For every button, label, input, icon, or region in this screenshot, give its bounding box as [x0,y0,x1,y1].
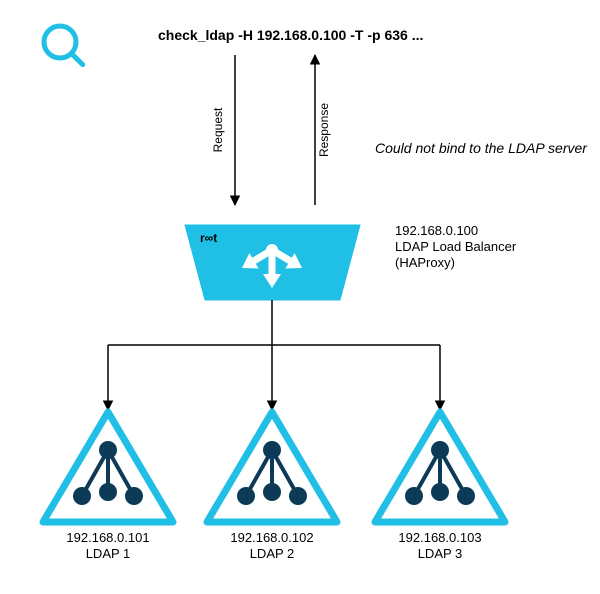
ldap-node [43,412,173,522]
ldap-ip: 192.168.0.101 [66,530,149,545]
error-text: Could not bind to the LDAP server [375,140,588,156]
ldap-name: LDAP 1 [86,546,131,561]
ldap-name: LDAP 2 [250,546,295,561]
ldap-node [375,412,505,522]
balancer-label-line: LDAP Load Balancer [395,239,517,254]
ldap-node [207,412,337,522]
ldap-ip: 192.168.0.102 [230,530,313,545]
ldap-ip: 192.168.0.103 [398,530,481,545]
search-icon [44,26,83,65]
response-label: Response [317,103,331,157]
load-balancer: r∞t [185,225,360,300]
command-text: check_ldap -H 192.168.0.100 -T -p 636 ..… [158,27,423,43]
balancer-logo-text: r∞t [200,231,217,245]
ldap-name: LDAP 3 [418,546,463,561]
balancer-label-line: 192.168.0.100 [395,223,478,238]
balancer-label-line: (HAProxy) [395,255,455,270]
request-label: Request [211,107,225,152]
